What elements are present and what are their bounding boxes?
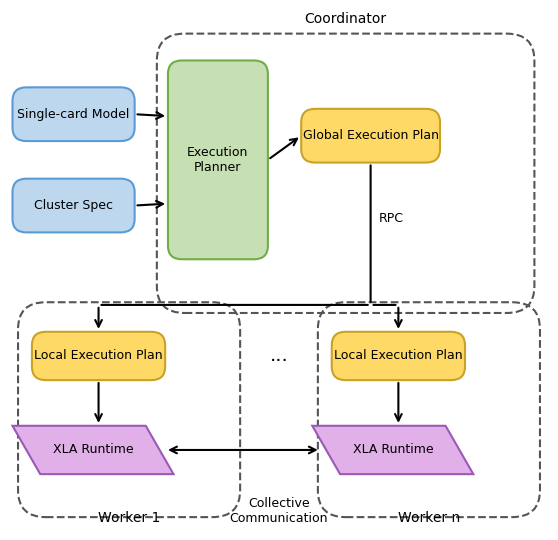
Text: XLA Runtime: XLA Runtime bbox=[52, 443, 133, 456]
Text: ...: ... bbox=[270, 347, 288, 366]
FancyBboxPatch shape bbox=[301, 109, 440, 163]
Text: XLA Runtime: XLA Runtime bbox=[353, 443, 433, 456]
Text: Local Execution Plan: Local Execution Plan bbox=[34, 349, 163, 362]
Text: Global Execution Plan: Global Execution Plan bbox=[302, 129, 439, 142]
Polygon shape bbox=[312, 426, 473, 474]
Text: Worker n: Worker n bbox=[398, 511, 460, 525]
FancyBboxPatch shape bbox=[168, 60, 268, 259]
Text: Local Execution Plan: Local Execution Plan bbox=[334, 349, 463, 362]
FancyBboxPatch shape bbox=[32, 332, 165, 380]
Polygon shape bbox=[12, 426, 174, 474]
FancyBboxPatch shape bbox=[12, 87, 134, 141]
Text: Collective
Communication: Collective Communication bbox=[230, 497, 328, 525]
Text: Execution
Planner: Execution Planner bbox=[187, 146, 249, 174]
FancyBboxPatch shape bbox=[12, 179, 134, 232]
Text: Coordinator: Coordinator bbox=[305, 11, 387, 25]
FancyBboxPatch shape bbox=[332, 332, 465, 380]
Text: Cluster Spec: Cluster Spec bbox=[34, 199, 113, 212]
Text: Worker 1: Worker 1 bbox=[98, 511, 160, 525]
Text: Single-card Model: Single-card Model bbox=[17, 107, 130, 121]
Text: RPC: RPC bbox=[379, 212, 404, 226]
